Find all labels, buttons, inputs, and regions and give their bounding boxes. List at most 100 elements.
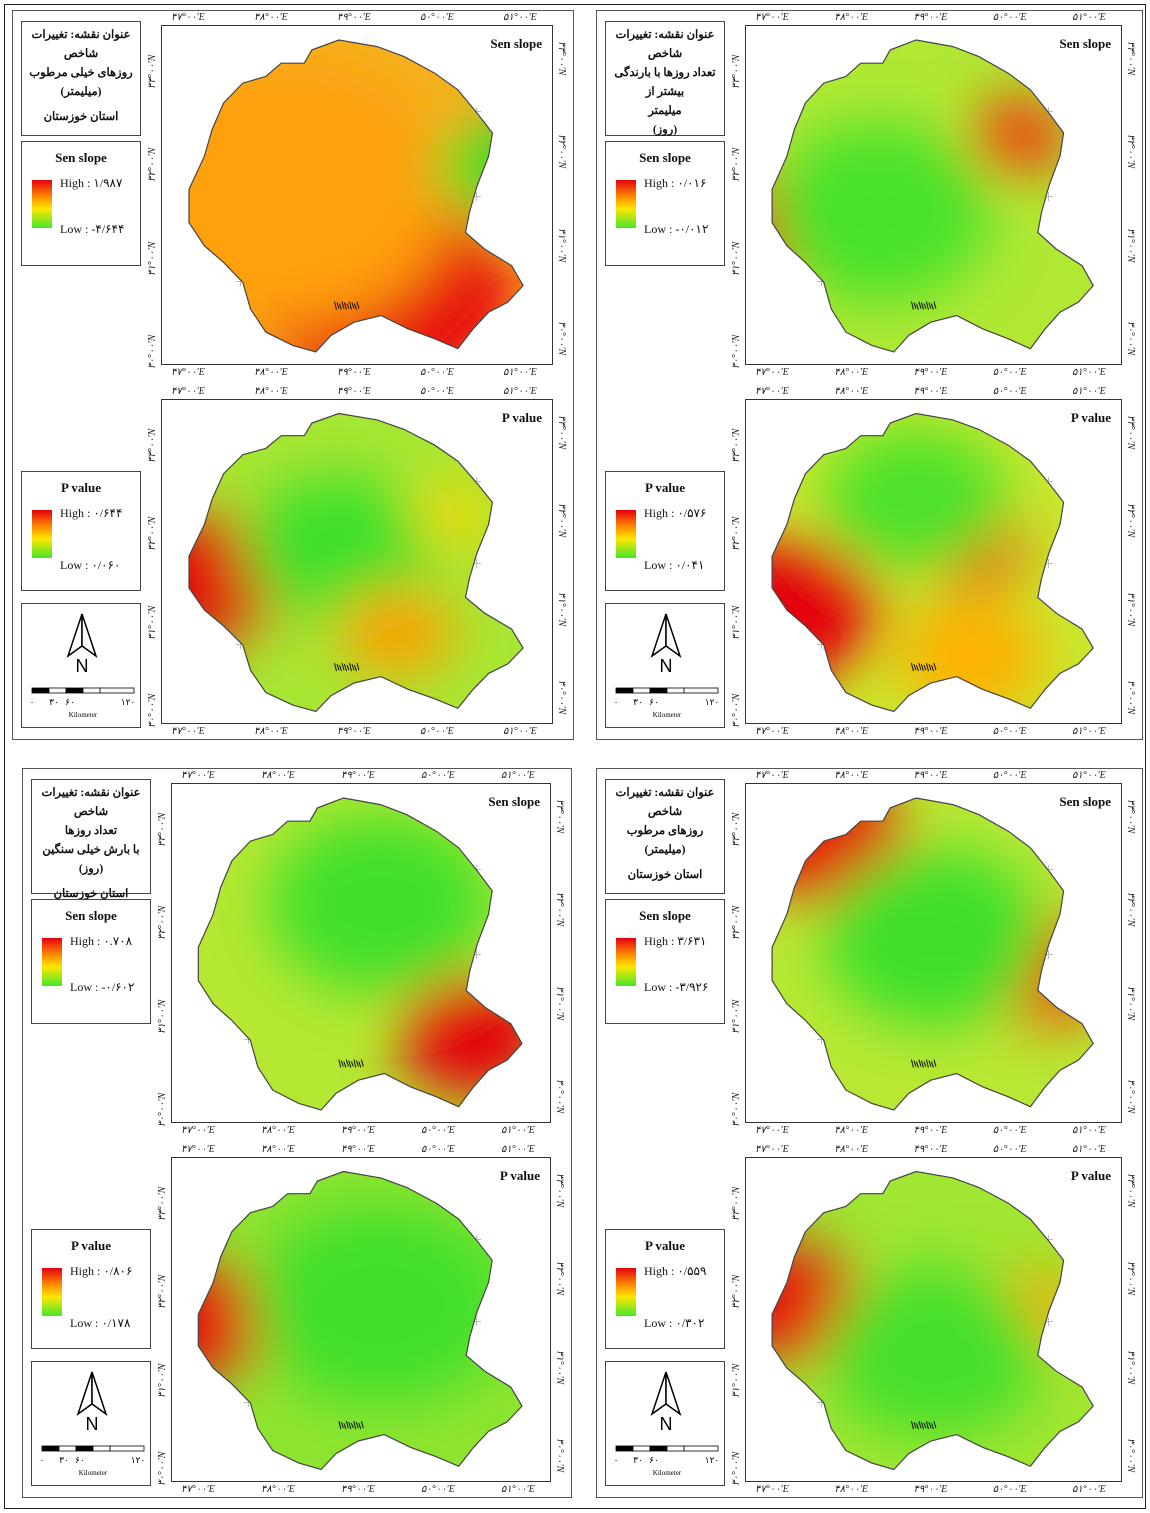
longitude-tick: ۵۱°۰۰'E: [503, 726, 537, 737]
map-title-box: عنوان نقشه: تغییرات شاخص روزهای خیلی مرطو…: [21, 21, 141, 136]
figure-panel: عنوان نقشه: تغییرات شاخص تعداد روزها با ب…: [596, 10, 1143, 740]
longitude-tick: ۴۹°۰۰'E: [913, 726, 948, 737]
scale-tick-label: ۳۰: [59, 1455, 69, 1465]
city-marker: [910, 662, 937, 672]
figure-panel: عنوان نقشه: تغییرات شاخص روزهای خیلی مرطو…: [12, 10, 574, 740]
surface-patch: [897, 600, 1046, 712]
latitude-tick: ۳۳°۰۰'N: [731, 1186, 742, 1221]
latitude-tick: ۳۳°۰۰'N: [731, 428, 742, 463]
latitude-tick: ۳۳°۰۰'N: [554, 1173, 565, 1208]
color-ramp: [616, 510, 636, 558]
longitude-tick: ۵۱°۰۰'E: [1072, 726, 1106, 737]
p-value-legend: P value High : ۰/۸۰۶ Low : ۰/۱۷۸: [31, 1229, 151, 1349]
graticule-cross: [236, 639, 246, 649]
longitude-tick: ۵۰°۰۰'E: [421, 1144, 455, 1155]
longitude-tick: ۵۱°۰۰'E: [503, 367, 537, 378]
longitude-tick: ۴۷°۰۰'E: [171, 386, 205, 397]
sen-map-frame: Sen slope: [745, 783, 1122, 1123]
latitude-tick: ۳۰°۰۰'N: [731, 693, 742, 728]
surface-patch: [823, 1266, 1046, 1438]
longitude-tick: ۴۹°۰۰'E: [337, 367, 371, 378]
longitude-tick: ۴۹°۰۰'E: [337, 12, 371, 23]
longitude-tick: ۵۱°۰۰'E: [1072, 1144, 1106, 1155]
longitude-tick: ۴۸°۰۰'E: [254, 12, 288, 23]
north-arrow-icon: N: [650, 1371, 682, 1430]
latitude-tick: ۳۰°۰۰'N: [556, 321, 567, 356]
graticule-cross: [472, 1316, 481, 1326]
scale-tick-label: ۱۲۰: [121, 697, 136, 707]
latitude-tick: ۳۰°۰۰'N: [1125, 321, 1136, 356]
legend-high-label: High : ۱/۹۸۷: [60, 176, 123, 190]
legend-title: Sen slope: [639, 908, 691, 923]
province-outline: [188, 39, 524, 353]
latitude-tick: ۳۲°۰۰'N: [556, 503, 567, 538]
sen-map-frame: Sen slope: [171, 783, 551, 1123]
sen-slope-legend: Sen slope High : ۰/۰۱۶ Low : -۰/۰۱۲: [605, 141, 725, 266]
legend-title: Sen slope: [65, 908, 117, 923]
latitude-tick: ۳۰°۰۰'N: [731, 334, 742, 369]
latitude-tick: ۳۳°۰۰'N: [554, 799, 565, 834]
graticule-cross: [1043, 950, 1053, 959]
latitude-tick: ۳۳°۰۰'N: [157, 1186, 168, 1221]
map-title-line: عنوان نقشه: تغییرات شاخص: [615, 787, 715, 818]
longitude-tick: ۴۹°۰۰'E: [913, 770, 948, 781]
map-title-line: میلیمتر: [648, 105, 682, 117]
graticule-cross: [817, 1035, 827, 1044]
latitude-tick: ۳۳°۰۰'N: [731, 812, 742, 847]
province-outline: [197, 797, 523, 1111]
latitude-tick: ۳۰°۰۰'N: [147, 693, 158, 728]
province-outline: [771, 1170, 1094, 1471]
north-letter: N: [76, 656, 89, 672]
graticule-cross: [1043, 1316, 1053, 1326]
latitude-tick: ۳۲°۰۰'N: [147, 148, 158, 183]
legend-high-label: High : ۰/۵۷۶: [644, 506, 707, 520]
legend-high-label: High : ۰/۸۰۶: [70, 1264, 133, 1278]
sen-slope-legend: Sen slope High : ۰.۷۰۸ Low : -۰/۶۰۲: [31, 899, 151, 1024]
graticule-cross: [471, 558, 481, 568]
color-ramp: [42, 1268, 62, 1316]
map-title-line: روزهای مرطوب: [626, 825, 704, 837]
longitude-tick: ۴۹°۰۰'E: [337, 386, 371, 397]
scale-tick-label: ۱۲۰: [705, 1455, 720, 1465]
latitude-tick: ۳۳°۰۰'N: [147, 428, 158, 463]
latitude-tick: ۳۱°۰۰'N: [731, 605, 742, 640]
longitude-tick: ۵۰°۰۰'E: [420, 726, 454, 737]
latitude-tick: ۳۰°۰۰'N: [556, 680, 567, 715]
surface-patch: [242, 475, 435, 618]
longitude-tick: ۴۹°۰۰'E: [341, 1144, 375, 1155]
sen-map-svg: [197, 797, 523, 1111]
longitude-tick: ۵۰°۰۰'E: [421, 1484, 455, 1495]
p-map-frame: P value: [171, 1157, 551, 1482]
map-title-line: عنوان نقشه: تغییرات شاخص: [615, 29, 715, 60]
longitude-tick: ۵۱°۰۰'E: [503, 12, 537, 23]
latitude-tick: ۳۱°۰۰'N: [554, 985, 565, 1020]
longitude-tick: ۴۷°۰۰'E: [755, 386, 789, 397]
longitude-tick: ۴۸°۰۰'E: [834, 770, 868, 781]
graticule-cross: [244, 1397, 253, 1407]
longitude-tick: ۴۷°۰۰'E: [181, 1144, 215, 1155]
latitude-tick: ۳۰°۰۰'N: [731, 1451, 742, 1486]
figure-border: [4, 4, 1146, 1509]
scale-tick-label: ۰: [614, 1455, 619, 1465]
scale-tick-label: ۶۰: [65, 697, 75, 707]
scale-bar: ۰ ۳۰ ۶۰ ۱۲۰ Kilometer: [614, 1445, 720, 1477]
legend-low-label: Low : -۴/۶۴۴: [60, 222, 125, 236]
sen-slope-legend: Sen slope High : ۳/۶۳۱ Low : -۳/۹۲۶: [605, 899, 725, 1024]
legend-title: Sen slope: [639, 150, 691, 165]
color-ramp: [616, 1268, 636, 1316]
sen-map-heading: Sen slope: [1059, 36, 1111, 51]
figure-panel: عنوان نقشه: تغییرات شاخص روزهای مرطوب (میل…: [596, 768, 1143, 1498]
longitude-tick: ۴۹°۰۰'E: [341, 1125, 375, 1136]
map-title-line: عنوان نقشه: تغییرات شاخص: [41, 787, 141, 818]
latitude-tick: ۳۲°۰۰'N: [554, 892, 565, 927]
longitude-tick: ۵۰°۰۰'E: [992, 726, 1027, 737]
longitude-tick: ۵۰°۰۰'E: [420, 12, 454, 23]
province-outline: [771, 412, 1094, 713]
latitude-tick: ۳۲°۰۰'N: [1125, 503, 1136, 538]
map-region-label: استان خوزستان: [43, 111, 119, 123]
longitude-tick: ۴۷°۰۰'E: [171, 726, 205, 737]
longitude-tick: ۴۹°۰۰'E: [913, 12, 948, 23]
longitude-tick: ۵۱°۰۰'E: [501, 1484, 535, 1495]
city-marker: [333, 301, 360, 310]
province-outline: [197, 1170, 523, 1471]
